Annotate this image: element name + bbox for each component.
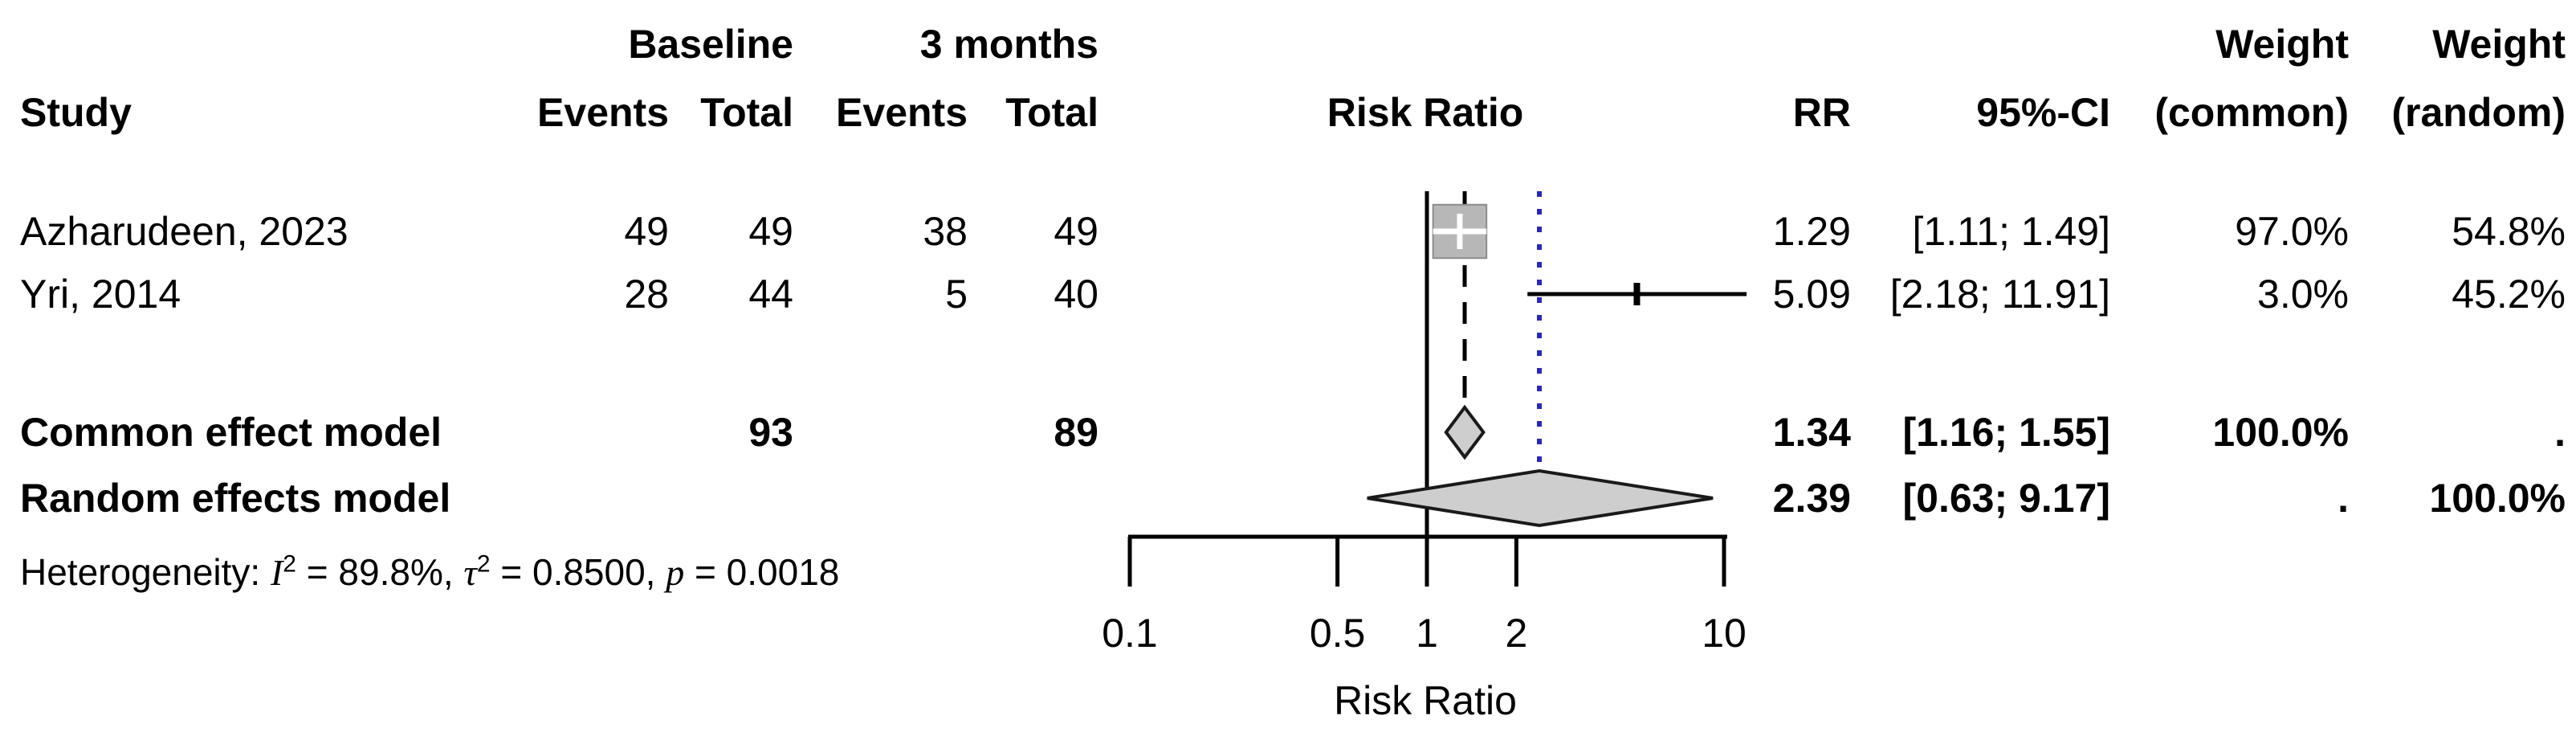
study-total-baseline: 49 bbox=[748, 209, 793, 254]
study-point-tick bbox=[1633, 283, 1641, 305]
study-weight-random: 54.8% bbox=[2452, 209, 2566, 254]
tau-squared-symbol: τ bbox=[463, 552, 477, 593]
model-label: Common effect model bbox=[20, 410, 442, 455]
model-ci: [1.16; 1.55] bbox=[1902, 410, 2110, 455]
study-rr: 5.09 bbox=[1772, 272, 1851, 317]
study-label: Yri, 2014 bbox=[20, 272, 181, 317]
i-squared-exponent: 2 bbox=[283, 550, 296, 578]
study-weight-common: 97.0% bbox=[2235, 209, 2349, 254]
header-weight-random: (random) bbox=[2391, 90, 2566, 135]
tau-squared-value: = 0.8500, bbox=[490, 551, 666, 593]
study-ci: [2.18; 11.91] bbox=[1889, 272, 2110, 317]
header-study: Study bbox=[20, 90, 132, 135]
study-weight-random: 45.2% bbox=[2452, 272, 2566, 317]
header-weight-common: (common) bbox=[2154, 90, 2349, 135]
header-weight-random-top: Weight bbox=[2432, 22, 2566, 67]
model-weight-common: . bbox=[2338, 476, 2349, 521]
model-ci: [0.63; 9.17] bbox=[1902, 476, 2110, 521]
axis-tick-label: 2 bbox=[1505, 611, 1527, 656]
model-weight-common: 100.0% bbox=[2212, 410, 2349, 455]
model-diamond bbox=[1367, 468, 1714, 528]
header-events-baseline: Events bbox=[537, 90, 669, 135]
header-baseline-group: Baseline bbox=[628, 22, 793, 67]
header-ci: 95%-CI bbox=[1976, 90, 2110, 135]
header-risk-ratio: Risk Ratio bbox=[1327, 90, 1524, 135]
model-total-3m: 89 bbox=[1054, 410, 1098, 455]
study-weight-common: 3.0% bbox=[2257, 272, 2349, 317]
i-squared-symbol: I bbox=[270, 552, 283, 593]
axis-tick-label: 1 bbox=[1416, 611, 1438, 656]
axis-tick-label: 10 bbox=[1702, 611, 1747, 656]
model-diamond bbox=[1444, 404, 1486, 460]
study-events-baseline: 28 bbox=[624, 272, 669, 317]
heterogeneity-prefix: Heterogeneity: bbox=[20, 551, 271, 593]
model-rr: 1.34 bbox=[1772, 410, 1851, 455]
p-value: = 0.0018 bbox=[684, 551, 840, 593]
study-rr: 1.29 bbox=[1772, 209, 1851, 254]
header-rr: RR bbox=[1792, 90, 1851, 135]
axis-tick-label: 0.5 bbox=[1310, 611, 1366, 656]
header-total-3m: Total bbox=[1005, 90, 1098, 135]
p-symbol: p bbox=[666, 552, 685, 593]
model-weight-random: 100.0% bbox=[2429, 476, 2566, 521]
heterogeneity-note: Heterogeneity: I2 = 89.8%, τ2 = 0.8500, … bbox=[20, 547, 839, 597]
header-weight-common-top: Weight bbox=[2215, 22, 2349, 67]
model-total-baseline: 93 bbox=[748, 410, 793, 455]
model-rr: 2.39 bbox=[1772, 476, 1851, 521]
i-squared-value: = 89.8%, bbox=[296, 551, 464, 593]
study-events-3m: 5 bbox=[945, 272, 968, 317]
study-events-3m: 38 bbox=[923, 209, 968, 254]
study-total-3m: 49 bbox=[1054, 209, 1098, 254]
header-3months-group: 3 months bbox=[919, 22, 1098, 67]
model-label: Random effects model bbox=[20, 476, 451, 521]
study-total-baseline: 44 bbox=[748, 272, 793, 317]
study-events-baseline: 49 bbox=[624, 209, 669, 254]
header-total-baseline: Total bbox=[700, 90, 793, 135]
study-total-3m: 40 bbox=[1054, 272, 1098, 317]
axis-tick-label: 0.1 bbox=[1102, 611, 1158, 656]
header-events-3m: Events bbox=[836, 90, 968, 135]
study-ci: [1.11; 1.49] bbox=[1912, 209, 2110, 254]
model-weight-random: . bbox=[2554, 410, 2566, 455]
x-axis-label: Risk Ratio bbox=[1334, 678, 1517, 723]
tau-squared-exponent: 2 bbox=[476, 550, 491, 578]
square-point-highlight bbox=[1457, 214, 1463, 249]
study-label: Azharudeen, 2023 bbox=[20, 209, 348, 254]
